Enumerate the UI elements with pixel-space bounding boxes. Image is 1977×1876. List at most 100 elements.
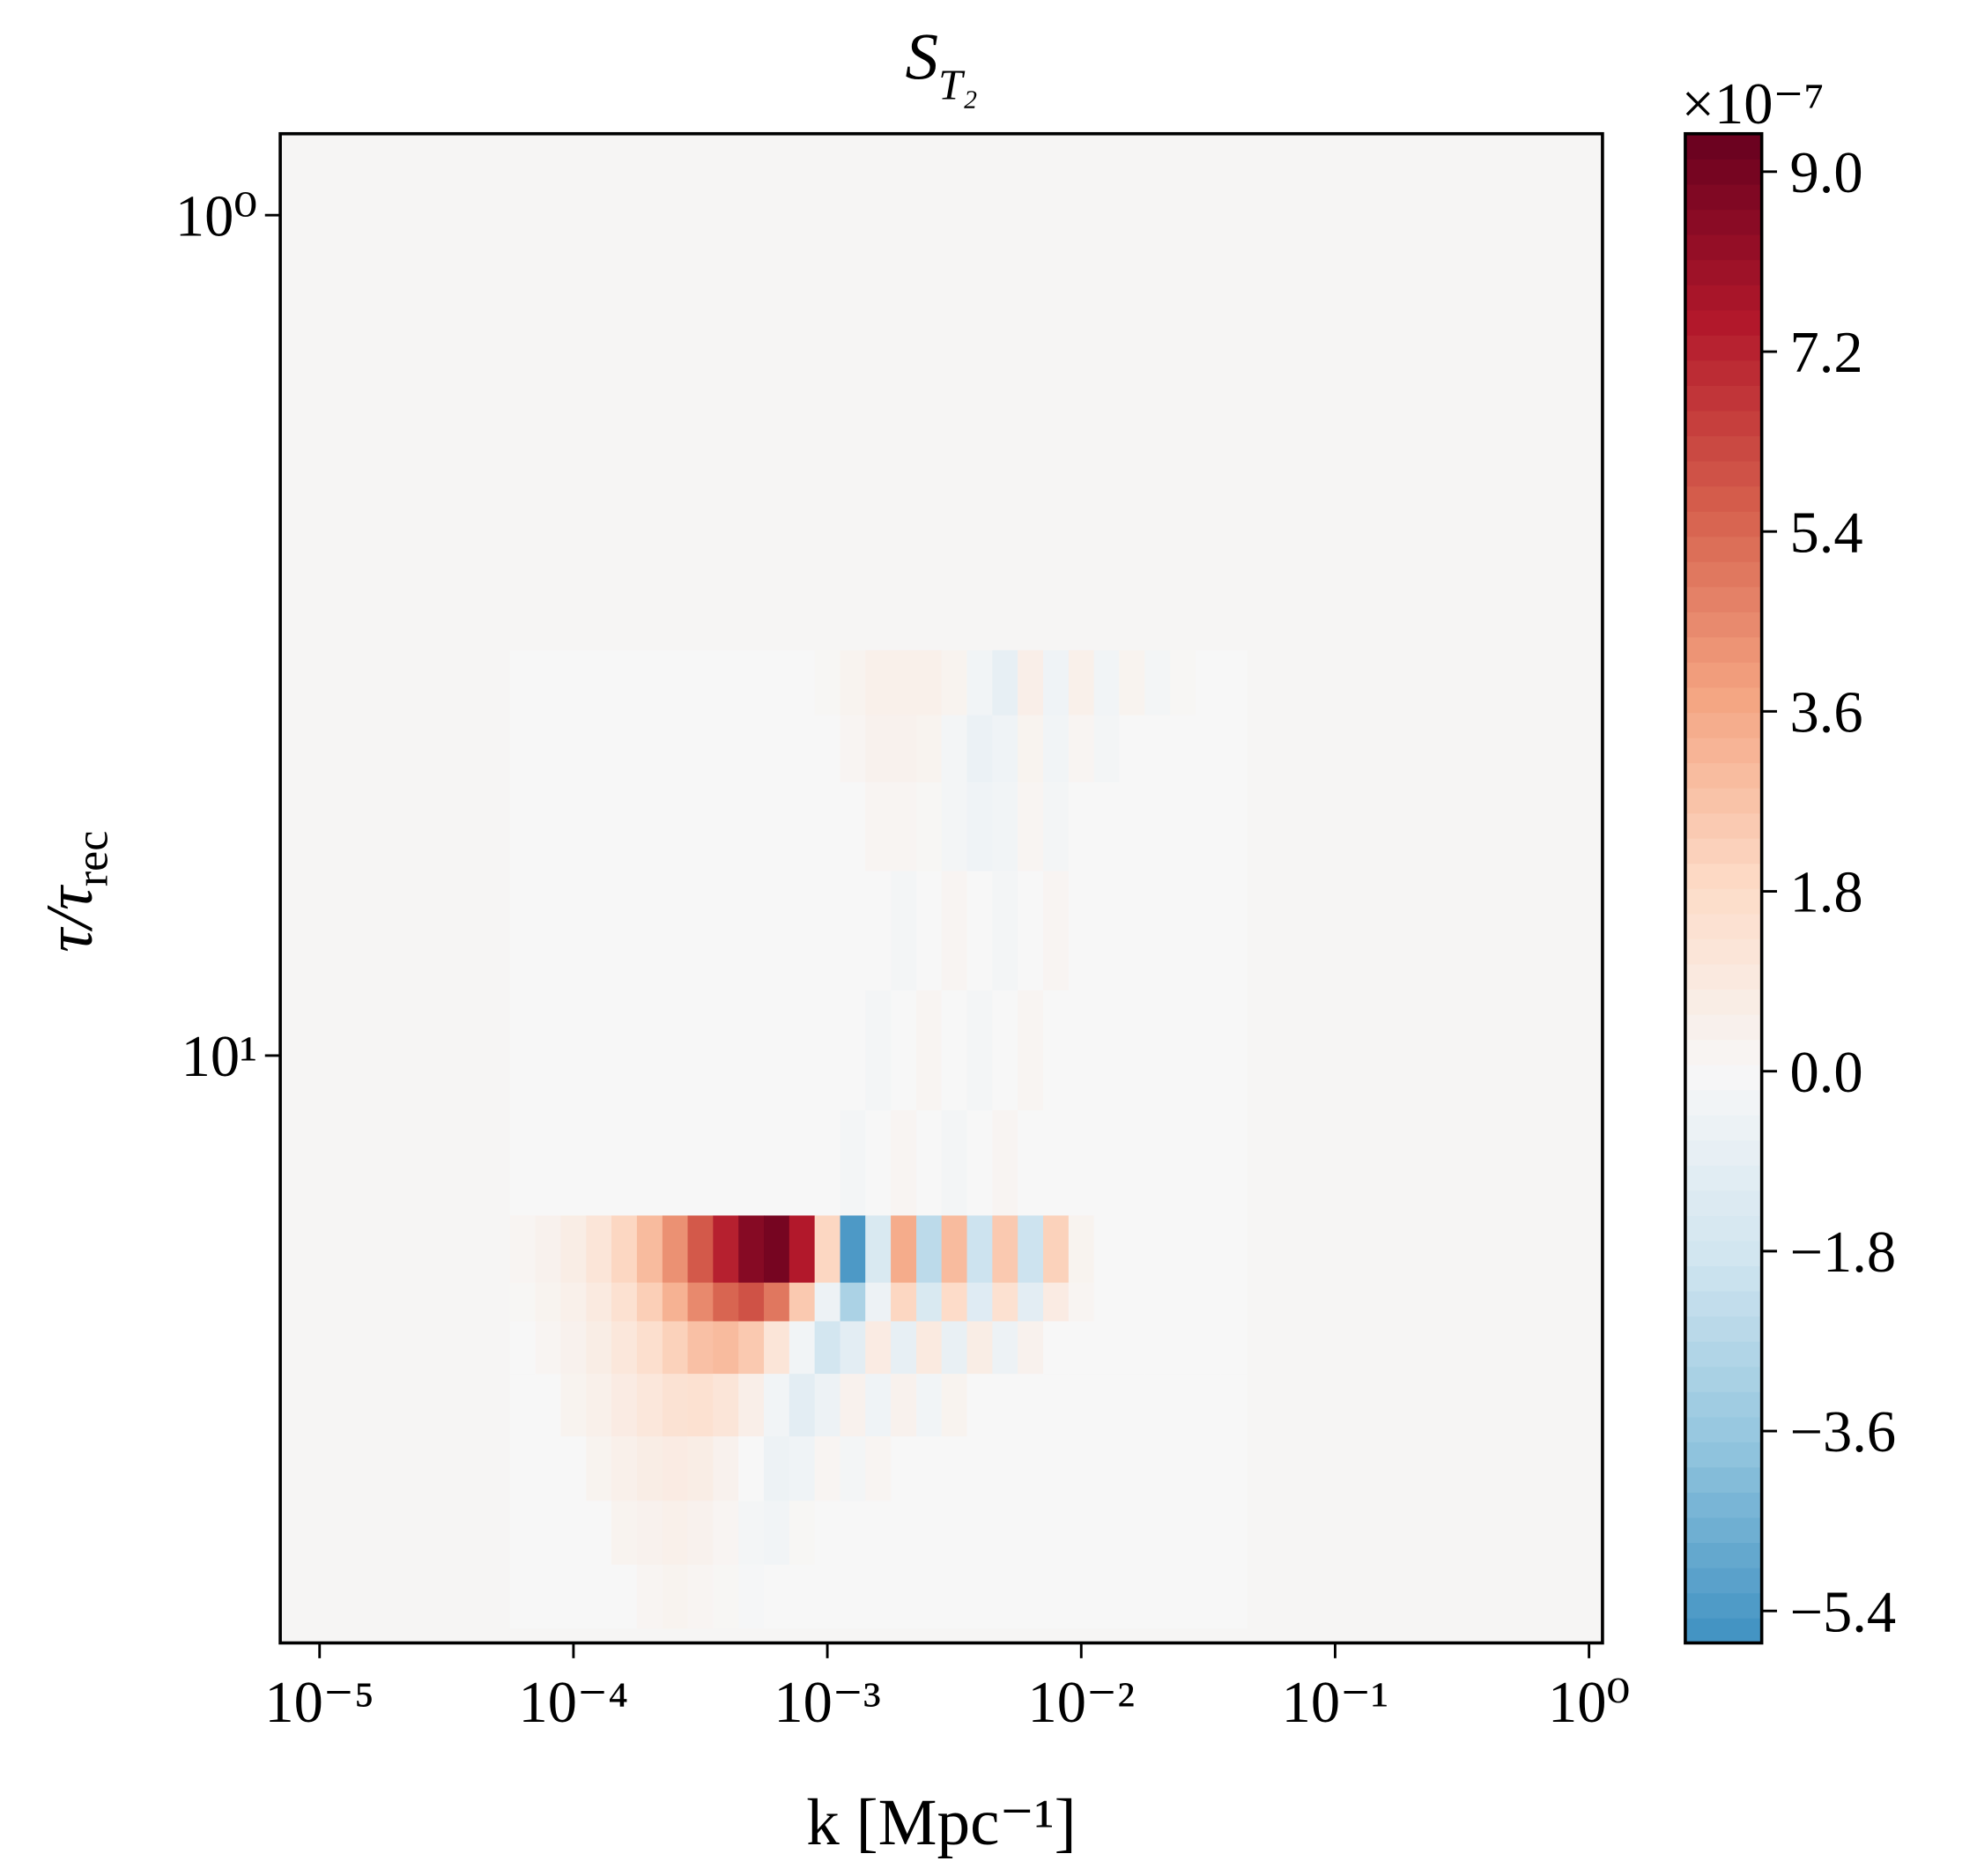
heatmap-cell [611, 649, 638, 716]
heatmap-cell [560, 649, 588, 716]
heatmap-cell [1043, 1501, 1070, 1566]
heatmap-cell [789, 649, 816, 716]
heatmap-cell [509, 990, 537, 1111]
heatmap-cell [1018, 782, 1044, 872]
colorbar-band [1685, 335, 1762, 361]
heatmap-cell [865, 990, 892, 1111]
colorbar-tick-label: 5.4 [1789, 501, 1862, 565]
heatmap-cell [738, 990, 765, 1111]
heatmap-cell [1144, 715, 1172, 783]
heatmap-cell [764, 1501, 790, 1566]
title-subscript: T₂ [938, 61, 977, 109]
heatmap-cell [1144, 1564, 1172, 1629]
heatmap-cell [1043, 1110, 1070, 1217]
heatmap-cell [687, 1110, 715, 1217]
heatmap-cell [865, 1321, 892, 1375]
colorbar-band [1685, 662, 1762, 688]
heatmap-cell [992, 871, 1019, 991]
heatmap-cell [941, 649, 968, 716]
heatmap-cell [840, 1564, 867, 1629]
colorbar-band [1685, 686, 1762, 714]
heatmap-cell [1220, 1110, 1248, 1217]
heatmap-cell [1119, 649, 1146, 716]
heatmap-cell [1119, 990, 1146, 1111]
heatmap-cell [687, 715, 715, 783]
heatmap-cell [840, 1110, 867, 1217]
heatmap-cell [1093, 1215, 1121, 1284]
colorbar-tick-label: 0.0 [1789, 1041, 1862, 1105]
heatmap-cell [713, 1564, 740, 1629]
heatmap-cell [1093, 871, 1121, 991]
heatmap-cell [1068, 649, 1095, 716]
heatmap-cell [840, 1374, 867, 1437]
heatmap-cell [738, 1501, 765, 1566]
heatmap-cell [1068, 1436, 1095, 1502]
colorbar-band [1685, 285, 1762, 311]
heatmap-cell [509, 1564, 537, 1629]
heatmap-cell [891, 1436, 917, 1502]
heatmap-cell [941, 782, 968, 872]
colorbar-band [1685, 1366, 1762, 1392]
heatmap-cell [1018, 990, 1044, 1111]
heatmap-cell [611, 1321, 638, 1375]
heatmap-cell [865, 1564, 892, 1629]
colorbar-band [1685, 1416, 1762, 1442]
heatmap-cell [611, 1501, 638, 1566]
heatmap-cell [535, 649, 562, 716]
heatmap-cell [560, 990, 588, 1111]
heatmap-cell [1195, 1374, 1222, 1437]
x-tick-label: 10⁻⁵ [264, 1671, 374, 1735]
colorbar-band [1685, 159, 1762, 185]
heatmap-cell [1170, 1374, 1196, 1437]
heatmap-cell [814, 782, 841, 872]
heatmap-cell [1068, 1321, 1095, 1375]
heatmap-cell [891, 782, 917, 872]
heatmap-cell [662, 1501, 689, 1566]
heatmap-cell [1093, 649, 1121, 716]
heatmap-cell [966, 782, 994, 872]
heatmap-cell [1068, 782, 1095, 872]
heatmap-cell [966, 871, 994, 991]
heatmap-cell [1220, 782, 1248, 872]
colorbar-band [1685, 1064, 1762, 1091]
colorbar-band [1685, 1165, 1762, 1191]
heatmap-cell [789, 1215, 816, 1284]
heatmap-cell [535, 782, 562, 872]
heatmap-cell [713, 1215, 740, 1284]
heatmap-cell [840, 1282, 867, 1323]
heatmap-cell [535, 715, 562, 783]
heatmap-cell [865, 1215, 892, 1284]
x-axis-label: k [Mpc⁻¹] [806, 1786, 1076, 1859]
heatmap-cell [840, 1321, 867, 1375]
heatmap-cell [840, 871, 867, 991]
heatmap-cell [916, 871, 943, 991]
heatmap-cell [992, 1564, 1019, 1629]
colorbar-band [1685, 1290, 1762, 1317]
heatmap-cell [941, 1436, 968, 1502]
heatmap-cell [1093, 1282, 1121, 1323]
heatmap-cell [966, 1436, 994, 1502]
colorbar-band [1685, 360, 1762, 386]
heatmap-cell [992, 715, 1019, 783]
colorbar-frame [1684, 131, 1764, 1645]
heatmap-cell [966, 1110, 994, 1217]
colorbar-band [1685, 989, 1762, 1015]
heatmap-cell [992, 1374, 1019, 1437]
heatmap-cell [636, 1321, 663, 1375]
heatmap-cell [611, 715, 638, 783]
colorbar [1685, 133, 1762, 1644]
heatmap-cell [586, 1564, 612, 1629]
heatmap-cell [789, 1436, 816, 1502]
heatmap-cell [814, 1110, 841, 1217]
heatmap-cell [891, 1374, 917, 1437]
heatmap-cell [1018, 1501, 1044, 1566]
heatmap-cell [586, 1282, 612, 1323]
heatmap-cell [865, 715, 892, 783]
colorbar-tick-label: 9.0 [1789, 141, 1862, 205]
colorbar-band [1685, 561, 1762, 588]
heatmap-cell [636, 1215, 663, 1284]
heatmap-cell [1068, 715, 1095, 783]
heatmap-cell [1144, 1282, 1172, 1323]
heatmap-cell [1043, 715, 1070, 783]
heatmap-cell [1043, 871, 1070, 991]
